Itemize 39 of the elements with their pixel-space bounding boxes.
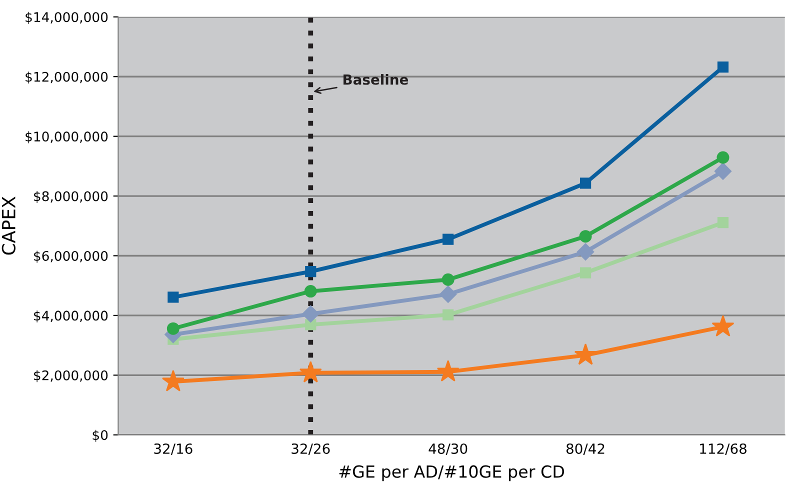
x-axis-title: #GE per AD/#10GE per CD xyxy=(339,465,564,482)
point xyxy=(717,217,729,228)
point xyxy=(580,178,592,189)
point xyxy=(712,314,734,336)
y-tick-label: $12,000,000 xyxy=(26,72,108,84)
point xyxy=(442,309,454,320)
point xyxy=(305,266,316,278)
point xyxy=(166,322,180,335)
x-tick-label: 32/26 xyxy=(292,443,330,456)
y-tick-label: $4,000,000 xyxy=(34,310,108,322)
y-tick-label: $8,000,000 xyxy=(34,191,108,203)
y-tick-label: $6,000,000 xyxy=(34,250,108,263)
point xyxy=(302,305,320,323)
point xyxy=(305,319,316,330)
point xyxy=(168,292,179,303)
x-tick-label: 32/16 xyxy=(154,443,192,456)
y-axis-title: CAPEX xyxy=(2,196,16,255)
x-tick-label: 112/68 xyxy=(700,443,746,456)
y-tick-label: $14,000,000 xyxy=(26,12,108,24)
x-tick-label: 80/42 xyxy=(566,443,604,456)
point xyxy=(580,267,592,278)
y-tick-label: $0 xyxy=(92,430,108,442)
point xyxy=(442,273,454,286)
point xyxy=(717,62,729,73)
point xyxy=(442,234,454,245)
point xyxy=(714,162,732,180)
y-tick-label: $2,000,000 xyxy=(34,370,108,382)
ref-line-label: Baseline xyxy=(344,74,408,85)
point xyxy=(576,243,594,260)
x-tick-label: 48/30 xyxy=(428,443,468,456)
point xyxy=(299,360,322,382)
point xyxy=(574,343,597,365)
point xyxy=(440,286,457,303)
y-tick-label: $10,000,000 xyxy=(26,131,108,144)
point xyxy=(436,360,460,382)
point xyxy=(304,285,317,298)
point xyxy=(162,370,184,392)
point xyxy=(716,151,730,164)
point xyxy=(579,230,592,243)
